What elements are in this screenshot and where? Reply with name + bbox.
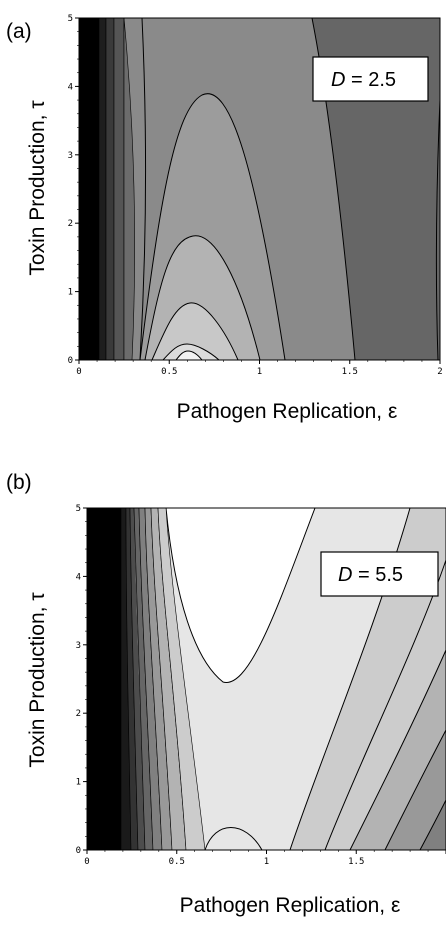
panel-a-xtick-label: 2	[437, 367, 442, 377]
panel-a-xtick-label: 1	[257, 367, 262, 377]
panel-a-axes: 0 0.5 1 1.5 2 0 1 2 3 4 5	[68, 14, 443, 377]
panel-b-annotation-value: = 5.5	[352, 564, 403, 586]
panel-b-xtick-label: 1.5	[348, 857, 364, 867]
panel-b-annotation-var: D	[338, 564, 352, 586]
panel-b-region-black	[87, 508, 121, 850]
panel-b-band-l8	[157, 508, 206, 850]
panel-b-xtick-label: 0	[84, 857, 89, 867]
panel-b-xlabel: Pathogen Replication, ε	[180, 894, 401, 917]
panel-a-annotation-box	[312, 56, 429, 102]
panel-a-band-1	[98, 18, 107, 360]
panel-a-arch-5	[175, 350, 203, 360]
panel-a-annotation: D = 2.5	[312, 56, 429, 102]
panel-b-annotation: D = 5.5	[320, 551, 439, 597]
panel-a-ylabel: Toxin Production, τ	[26, 100, 49, 276]
panel-b-label: (b)	[6, 471, 32, 494]
panel-b-annotation-box	[320, 551, 439, 597]
panel-a-xtick-label: 0	[76, 367, 81, 377]
panel-a-annotation-text: D = 2.5	[331, 69, 396, 91]
panel-b-axes: 0 0.5 1 1.5 0 1 2 3 4 5	[76, 504, 446, 867]
panel-a: (a)	[6, 14, 443, 423]
panel-a-band-3	[113, 18, 125, 360]
panel-b-xtick-label: 1	[264, 857, 269, 867]
panel-b-ytick-label: 1	[76, 778, 81, 788]
panel-a-label: (a)	[6, 20, 32, 43]
panel-b-ytick-label: 2	[76, 709, 81, 719]
panel-b-band-r4	[419, 799, 446, 850]
panel-b-xtick-label: 0.5	[169, 857, 185, 867]
panel-b-plot	[87, 508, 446, 850]
panel-a-band-2	[105, 18, 115, 360]
panel-a-xtick-label: 0.5	[161, 367, 177, 377]
panel-b-ytick-label: 0	[76, 846, 81, 856]
panel-a-xtick-label: 1.5	[342, 367, 358, 377]
panel-a-ytick-label: 3	[68, 151, 73, 161]
panel-a-contour-line	[139, 18, 147, 360]
panel-a-xlabel: Pathogen Replication, ε	[177, 400, 398, 423]
panel-b-region-white	[165, 508, 316, 683]
panel-b-annotation-text: D = 5.5	[338, 564, 403, 586]
panel-b-ytick-label: 4	[76, 572, 81, 582]
panel-b-ytick-label: 3	[76, 641, 81, 651]
panel-b: (b)	[6, 471, 446, 917]
panel-b-contour-bottom	[204, 827, 263, 850]
panel-a-ytick-label: 1	[68, 288, 73, 298]
panel-a-ytick-label: 4	[68, 82, 73, 92]
panel-a-region-black	[79, 18, 99, 360]
panel-a-right-contour	[435, 99, 440, 360]
panel-b-ylabel: Toxin Production, τ	[26, 592, 49, 768]
panel-a-ytick-label: 2	[68, 219, 73, 229]
panel-a-annotation-var: D	[331, 69, 345, 91]
panel-a-arch-3	[151, 302, 239, 360]
panel-b-ytick-label: 5	[76, 504, 81, 514]
panel-a-annotation-value: = 2.5	[345, 69, 396, 91]
panel-a-ytick-label: 5	[68, 14, 73, 24]
panel-a-band-4	[123, 18, 135, 360]
panel-a-ytick-label: 0	[68, 356, 73, 366]
